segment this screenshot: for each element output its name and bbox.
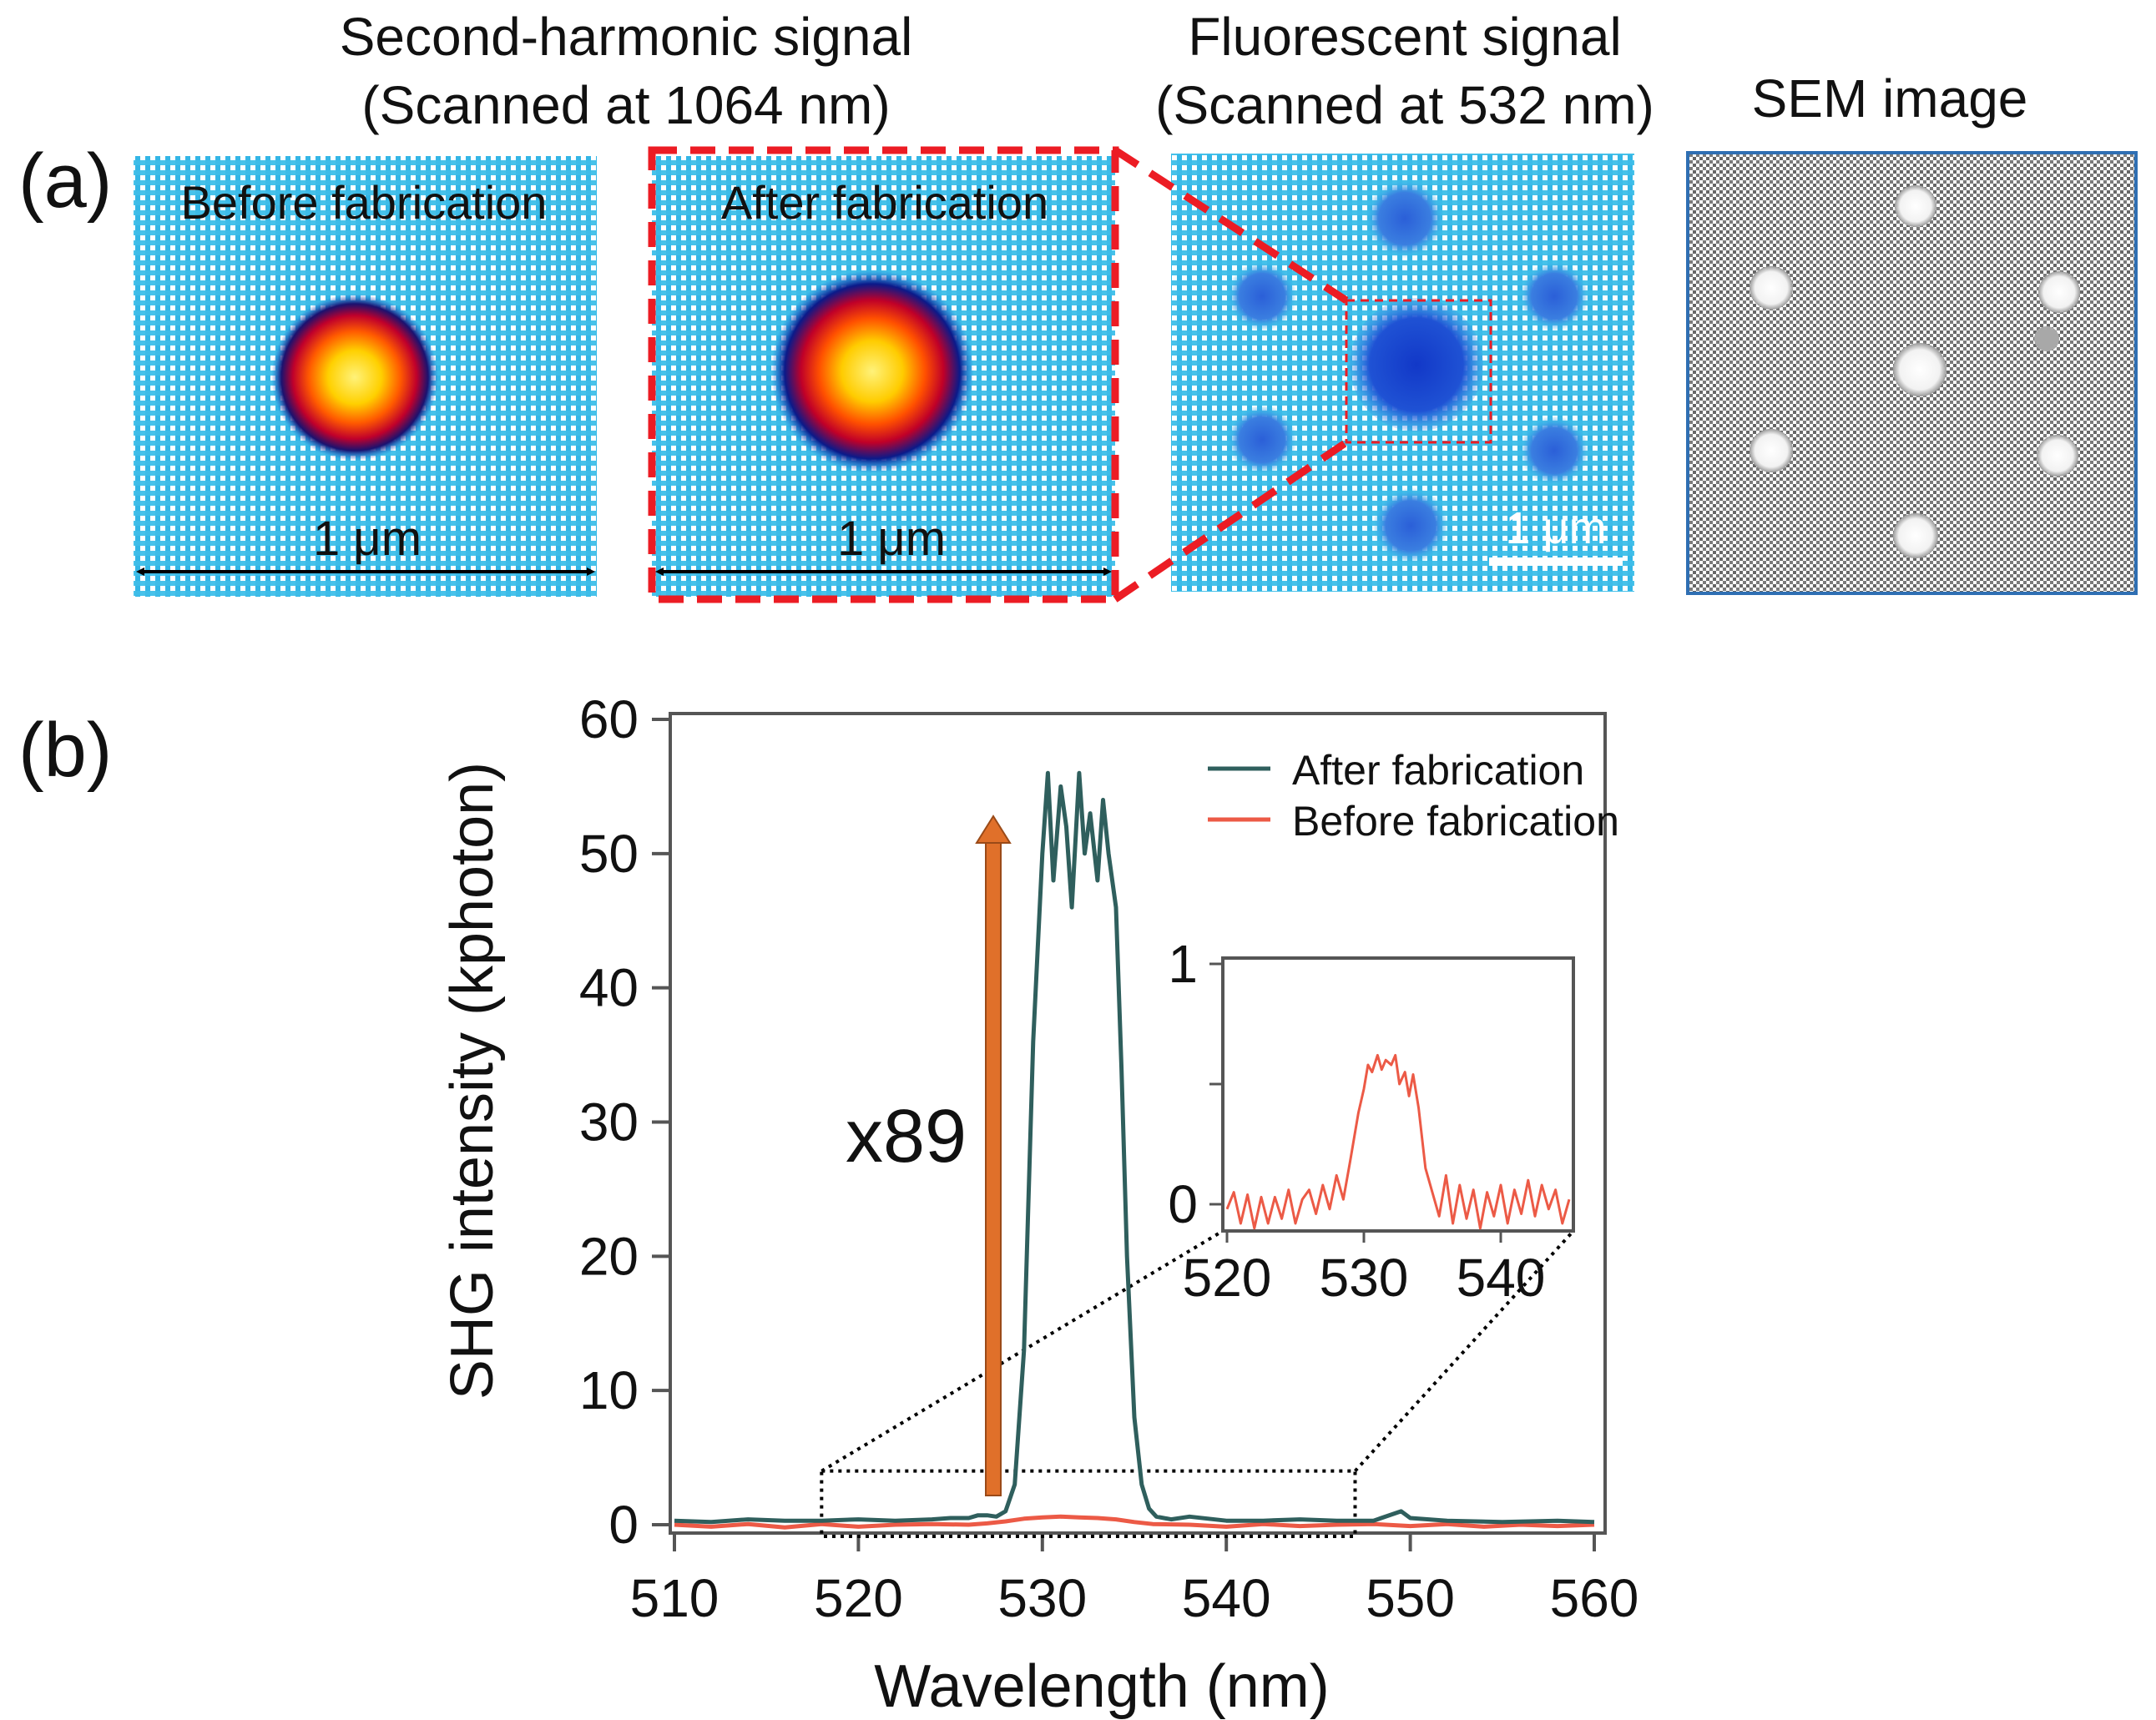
increase-arrow-shaft xyxy=(985,842,1002,1496)
sem-image xyxy=(1686,151,2138,595)
hole xyxy=(1227,261,1297,331)
zoom-box xyxy=(1345,299,1492,444)
sem-particle xyxy=(1893,513,1938,558)
x-tick-label: 510 xyxy=(630,1568,720,1628)
x-tick-label: 550 xyxy=(1366,1568,1455,1628)
x-tick-label: 540 xyxy=(1182,1568,1271,1628)
connector-line-bottom xyxy=(1113,439,1349,603)
inset-y-tick-label: 1 xyxy=(1168,934,1198,994)
x-axis-title: Wavelength (nm) xyxy=(874,1653,1330,1720)
y-tick-label: 0 xyxy=(608,1495,639,1555)
y-tick-label: 30 xyxy=(579,1092,639,1153)
y-axis-title: SHG intensity (kphoton) xyxy=(439,762,506,1400)
shg-map-before: Before fabrication 1 μm xyxy=(134,156,597,597)
inset-x-tick-label: 520 xyxy=(1183,1248,1272,1308)
after-highlight-frame xyxy=(648,146,1119,603)
sem-particle xyxy=(2038,271,2080,313)
inset-x-tick-label: 530 xyxy=(1320,1248,1409,1308)
fluorescent-map: 1 μm xyxy=(1171,154,1634,592)
shg-title-line2: (Scanned at 1064 nm) xyxy=(361,75,890,135)
inset-frame xyxy=(1221,956,1575,1233)
x-tick-label: 520 xyxy=(814,1568,903,1628)
y-tick-label: 20 xyxy=(579,1226,639,1286)
fluor-title-line1: Fluorescent signal xyxy=(1188,7,1621,67)
inset-y-tick-label: 0 xyxy=(1168,1174,1198,1234)
series-line-before xyxy=(674,1514,1595,1530)
connector-line-top xyxy=(1113,147,1349,304)
fluor-title-line2: (Scanned at 532 nm) xyxy=(1155,75,1654,135)
y-tick-label: 40 xyxy=(579,958,639,1018)
shg-spot-before xyxy=(271,294,438,461)
sem-particle xyxy=(2034,326,2059,351)
inset-series-line-before xyxy=(1225,1053,1571,1230)
sem-particle xyxy=(2037,435,2078,477)
x-tick-label: 530 xyxy=(997,1568,1087,1628)
multiplier-label: x89 xyxy=(846,1095,967,1178)
legend-label-before: Before fabrication xyxy=(1292,798,1619,845)
legend-label-after: After fabrication xyxy=(1292,747,1584,794)
scale-label-after: 1 μm xyxy=(837,512,946,566)
before-fabrication-label: Before fabrication xyxy=(181,176,548,229)
x-tick-label: 560 xyxy=(1550,1568,1639,1628)
shg-map-after: After fabrication 1 μm xyxy=(648,146,1119,603)
fluor-scale-bar xyxy=(1489,557,1623,566)
hole xyxy=(1365,179,1445,259)
hole xyxy=(1519,416,1589,486)
fluor-scale-label: 1 μm xyxy=(1505,503,1606,553)
zoom-connector xyxy=(1354,1229,1575,1473)
panel-b-label: (b) xyxy=(18,708,112,793)
hole-center xyxy=(1350,298,1483,431)
after-fabrication-label: After fabrication xyxy=(721,176,1048,229)
sem-particle xyxy=(1895,185,1936,227)
hole xyxy=(1227,405,1297,475)
increase-arrow-head xyxy=(975,815,1012,844)
hole xyxy=(1519,261,1589,331)
legend: After fabrication Before fabrication xyxy=(1208,747,1619,845)
sem-title: SEM image xyxy=(1752,68,2028,129)
sem-particle xyxy=(1893,343,1946,396)
hole xyxy=(1372,487,1449,564)
sem-particle xyxy=(1750,429,1793,472)
y-tick-label: 10 xyxy=(579,1360,639,1420)
scale-label-before: 1 μm xyxy=(313,512,422,566)
series-line-after xyxy=(674,770,1595,1525)
shg-title-line1: Second-harmonic signal xyxy=(340,7,913,67)
y-tick-label: 50 xyxy=(579,824,639,884)
panel-a-label: (a) xyxy=(18,139,112,224)
inset-x-tick-label: 540 xyxy=(1457,1248,1546,1308)
y-tick-label: 60 xyxy=(579,689,639,749)
shg-spot-after xyxy=(770,270,974,473)
sem-particle xyxy=(1750,266,1793,310)
inset-chart: 0 1 520 530 540 xyxy=(1168,934,1575,1308)
